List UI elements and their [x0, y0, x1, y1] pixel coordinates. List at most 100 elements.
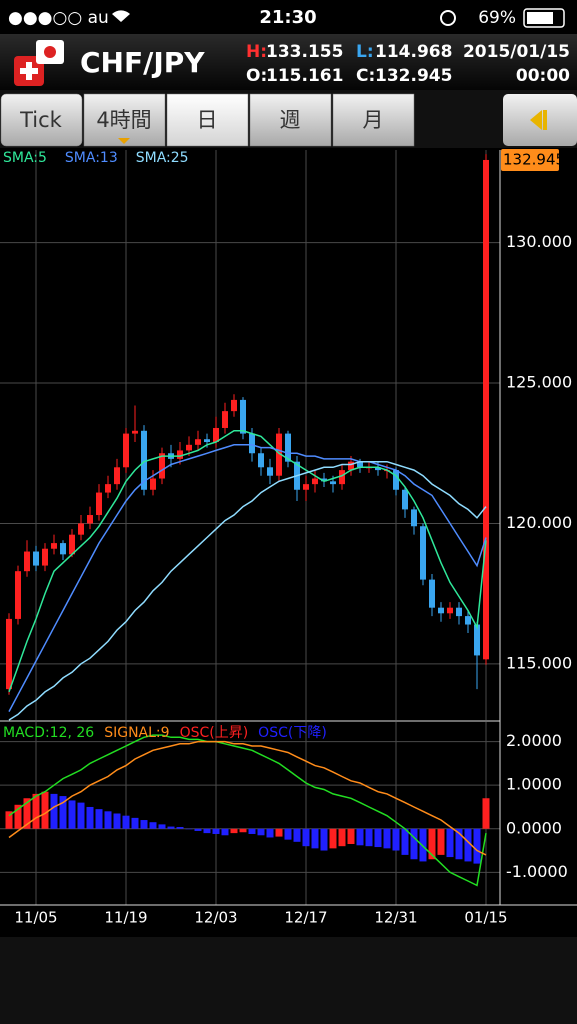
osc-bar — [293, 828, 301, 842]
candle-body — [447, 607, 453, 614]
tab-label: 週 — [280, 108, 301, 132]
osc-bar — [239, 828, 247, 833]
y-tick-label: 1.0000 — [506, 775, 562, 794]
tab-button[interactable] — [166, 93, 249, 147]
candle-body — [123, 433, 129, 468]
osc-bar — [410, 828, 418, 860]
macd-line — [8, 734, 487, 887]
osc-bar — [68, 800, 76, 829]
osc-bar — [212, 828, 220, 834]
candle-body — [276, 433, 282, 476]
candle-body — [339, 470, 345, 485]
x-tick-label: 11/05 — [14, 909, 57, 927]
tab-button[interactable] — [332, 93, 415, 147]
legend-entry: SMA:13 — [65, 150, 118, 166]
candle-body — [429, 579, 435, 608]
macd-line — [8, 740, 487, 856]
candle-body — [249, 433, 255, 454]
osc-bar — [455, 828, 463, 860]
osc-bar — [230, 828, 238, 834]
last-price: 132.945 — [503, 150, 565, 168]
tab-label: 日 — [197, 108, 218, 132]
last-price-tag — [501, 148, 559, 171]
candle-body — [393, 470, 399, 490]
osc-bar — [464, 828, 472, 862]
osc-bar — [347, 828, 355, 844]
low-value: 114.968 — [375, 42, 452, 62]
candle-body — [42, 548, 48, 566]
candle-body — [87, 515, 93, 524]
tab-label: Tick — [19, 108, 63, 132]
osc-bar — [275, 828, 283, 837]
tab-label: 月 — [363, 108, 384, 132]
osc-bar — [185, 828, 193, 830]
y-tick-label: -1.0000 — [506, 862, 568, 881]
charts: 115.000 120.000 125.000 130.000 SMA:5 SMA:13 S… — [0, 148, 577, 927]
osc-bar — [32, 793, 40, 829]
candle-body — [474, 624, 480, 656]
date: 2015/01/15 — [463, 42, 570, 62]
legend-entry: SIGNAL:9 — [104, 725, 169, 741]
close-label: C: — [356, 66, 375, 86]
candle-body — [141, 430, 147, 490]
osc-bar — [248, 828, 256, 834]
collapse-bar — [543, 110, 547, 130]
wifi-icon — [112, 10, 130, 22]
tabs: Tick 4時間 日 週 月 — [0, 93, 415, 147]
time: 00:00 — [516, 66, 570, 86]
lock-icon — [440, 10, 456, 26]
osc-bar — [284, 828, 292, 840]
header — [0, 34, 577, 90]
bottom-nav — [0, 937, 577, 1024]
osc-bar — [158, 824, 166, 829]
osc-bar — [176, 827, 184, 829]
candle-body — [51, 543, 57, 549]
osc-bar — [95, 809, 103, 829]
osc-bar — [320, 828, 328, 851]
osc-bar — [104, 811, 112, 829]
candle-body — [420, 526, 426, 580]
candle-body — [33, 551, 39, 566]
osc-bar — [41, 791, 49, 829]
candle-body — [483, 159, 489, 660]
osc-bar — [311, 828, 319, 849]
osc-bar — [482, 798, 490, 829]
osc-bar — [23, 798, 31, 829]
status-bar — [0, 0, 577, 34]
tab-button[interactable] — [249, 93, 332, 147]
candle-body — [456, 607, 462, 617]
osc-bar — [50, 793, 58, 829]
sma-line — [8, 430, 487, 693]
tab-button[interactable] — [0, 93, 83, 147]
osc-bar — [86, 806, 94, 829]
battery-text: 69% — [478, 8, 516, 28]
tab-button[interactable] — [83, 93, 166, 147]
candle-body — [357, 461, 363, 468]
osc-bar — [473, 828, 481, 864]
high-label: H: — [246, 42, 267, 62]
open-value: 115.161 — [266, 66, 343, 86]
y-tick-label: 2.0000 — [506, 731, 562, 750]
battery — [523, 8, 565, 28]
x-tick-label: 11/19 — [104, 909, 147, 927]
legend-entry: SMA:25 — [136, 150, 189, 166]
candle-body — [132, 430, 138, 434]
sma-line — [8, 460, 487, 721]
osc-bar — [113, 813, 121, 829]
osc-bar — [266, 828, 274, 838]
osc-bar — [221, 828, 229, 836]
candle-body — [15, 571, 21, 619]
close-value: 132.945 — [375, 66, 452, 86]
candle-body — [375, 467, 381, 471]
y-tick-label: 125.000 — [506, 373, 572, 392]
osc-bar — [383, 828, 391, 849]
carrier: ●●●○○ au — [8, 8, 109, 28]
candle-body — [258, 453, 264, 468]
osc-bar — [446, 828, 454, 858]
osc-bar — [203, 828, 211, 834]
y-tick-label: 130.000 — [506, 232, 572, 251]
candle-body — [105, 484, 111, 493]
x-tick-label: 01/15 — [464, 909, 507, 927]
